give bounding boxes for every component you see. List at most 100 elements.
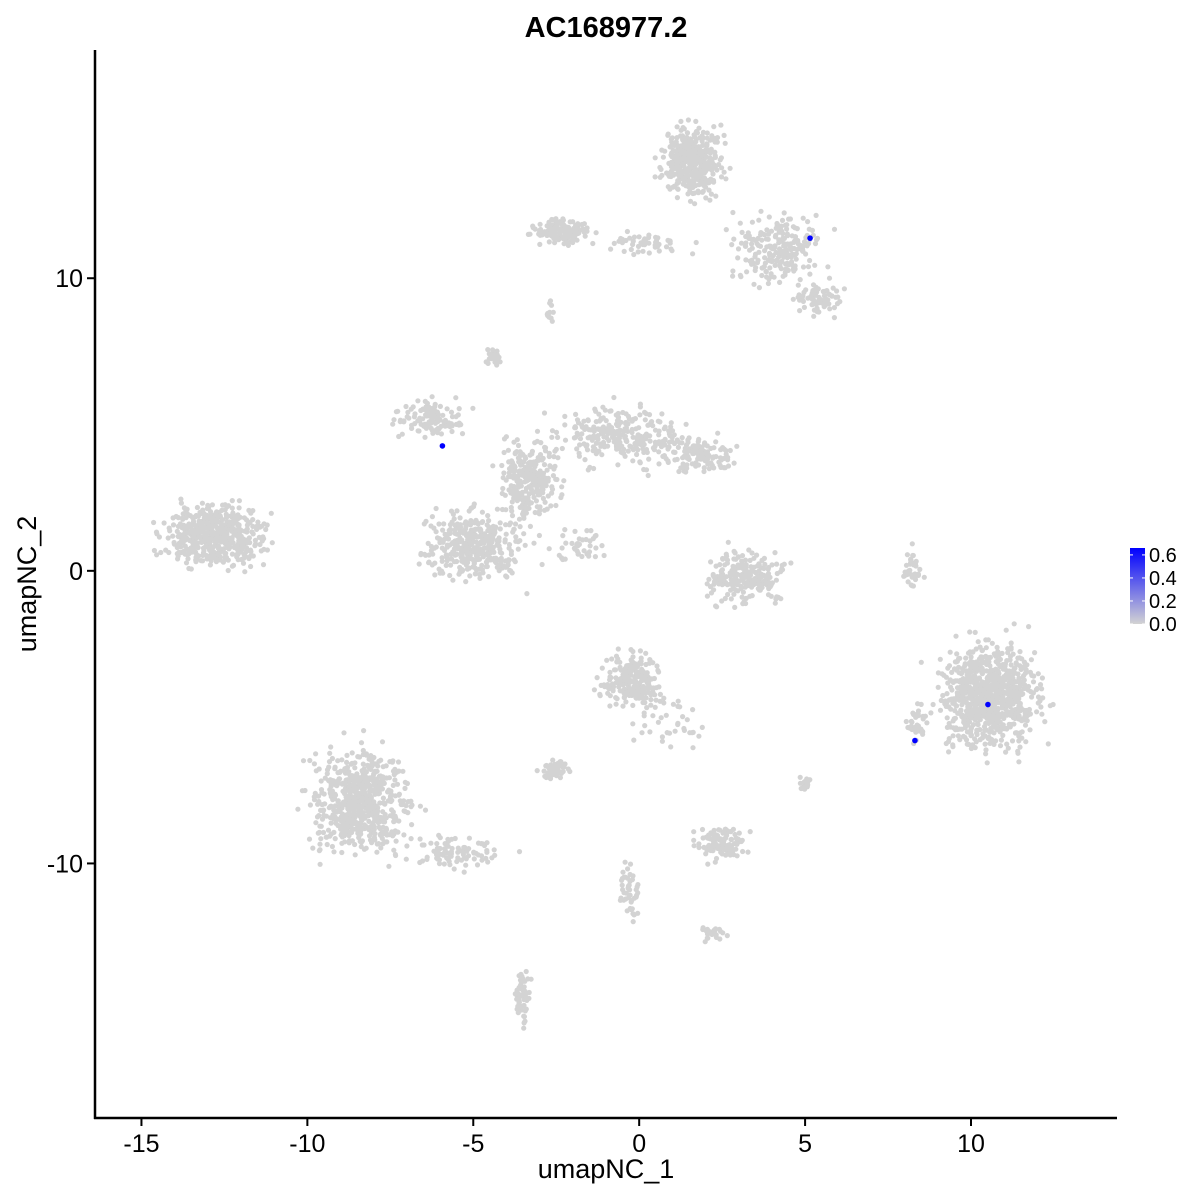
- cell-point: [799, 248, 806, 254]
- cell-point: [349, 775, 355, 782]
- cell-point: [600, 429, 606, 436]
- cell-point: [751, 578, 757, 584]
- cell-point: [560, 216, 566, 222]
- cell-point: [307, 802, 313, 808]
- cell-point: [1017, 684, 1023, 690]
- cell-point: [656, 684, 662, 690]
- cell-point: [261, 546, 267, 552]
- cell-point: [804, 243, 810, 249]
- cell-point: [831, 226, 838, 232]
- cell-point: [508, 483, 514, 489]
- cell-point: [451, 866, 457, 872]
- cell-point: [485, 347, 491, 353]
- cell-point: [945, 738, 952, 745]
- cell-point: [334, 816, 340, 822]
- cell-point: [442, 417, 448, 423]
- cell-point: [480, 519, 486, 525]
- cell-point: [910, 583, 917, 589]
- cell-point: [408, 804, 414, 810]
- cell-point: [549, 318, 555, 324]
- cell-point: [989, 738, 996, 745]
- cell-point: [207, 562, 213, 568]
- cell-point: [454, 531, 460, 537]
- cell-point: [692, 134, 698, 140]
- cell-point: [395, 829, 401, 835]
- cell-point: [954, 651, 960, 657]
- cell-point: [417, 859, 423, 866]
- cell-point: [607, 703, 613, 709]
- cell-point: [540, 455, 546, 461]
- cell-point: [718, 122, 724, 128]
- cell-point: [516, 484, 522, 490]
- cell-point: [622, 675, 628, 681]
- cell-point: [555, 455, 561, 461]
- cell-point: [378, 845, 384, 851]
- cell-point: [690, 450, 696, 456]
- points-layer: [151, 117, 1056, 1031]
- cell-point: [671, 432, 677, 438]
- cell-point: [221, 531, 227, 537]
- cell-point: [737, 220, 743, 226]
- cell-point: [652, 242, 658, 248]
- cell-point: [588, 528, 594, 534]
- cell-point: [723, 176, 729, 182]
- cell-point: [714, 139, 720, 145]
- cell-point: [768, 271, 774, 277]
- cell-point: [471, 501, 477, 507]
- cell-point: [180, 511, 186, 517]
- cell-point: [817, 300, 823, 306]
- cell-point: [528, 467, 535, 473]
- cell-point: [313, 751, 319, 757]
- cell-point: [316, 813, 322, 819]
- cell-point: [366, 818, 372, 825]
- cell-point: [547, 298, 554, 304]
- cell-point: [166, 525, 172, 531]
- cell-point: [617, 664, 623, 671]
- cell-point: [630, 458, 636, 464]
- cell-point: [178, 538, 184, 544]
- cell-point: [306, 836, 313, 842]
- cell-point: [545, 475, 551, 481]
- cell-point: [706, 576, 712, 582]
- cell-point: [363, 796, 369, 802]
- cell-point: [685, 437, 691, 443]
- cell-point: [238, 533, 244, 540]
- cell-point: [948, 696, 955, 702]
- cell-point: [556, 552, 562, 558]
- cell-point: [333, 820, 339, 826]
- cell-point: [194, 504, 200, 511]
- cell-point: [312, 790, 318, 796]
- cell-point: [485, 528, 491, 534]
- cell-point: [735, 255, 741, 261]
- cell-point: [475, 840, 482, 846]
- cell-point: [326, 764, 332, 770]
- cell-point: [655, 667, 661, 674]
- cell-point: [703, 195, 709, 201]
- cell-point: [751, 281, 757, 287]
- cell-point: [429, 411, 435, 417]
- cell-point: [598, 682, 604, 689]
- cell-point: [631, 683, 638, 689]
- cell-point: [523, 968, 529, 975]
- cell-point: [765, 592, 772, 598]
- cell-point: [794, 246, 801, 252]
- cell-point: [501, 436, 508, 442]
- cell-point: [470, 527, 476, 533]
- cell-point: [461, 869, 467, 875]
- cell-point: [757, 574, 763, 581]
- cell-point: [910, 561, 917, 567]
- cell-point: [702, 153, 708, 159]
- cell-point: [470, 405, 476, 411]
- cell-point: [560, 768, 566, 775]
- cell-point: [613, 412, 619, 418]
- cell-point: [364, 778, 370, 785]
- cell-point: [154, 531, 160, 537]
- cell-point: [637, 404, 644, 410]
- cell-point: [721, 169, 727, 175]
- cell-point: [731, 841, 738, 847]
- cell-point: [332, 803, 338, 809]
- cell-point: [645, 472, 651, 479]
- cell-point: [199, 539, 205, 546]
- cell-point: [619, 240, 626, 246]
- cell-point: [1034, 709, 1040, 715]
